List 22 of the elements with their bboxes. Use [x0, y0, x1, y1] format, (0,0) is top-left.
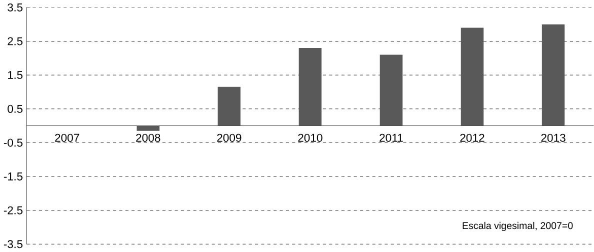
y-tick-label: 2.5 [8, 37, 22, 46]
x-tick-label: 2010 [298, 134, 322, 142]
x-tick-label: 2012 [460, 134, 484, 142]
bar [460, 28, 484, 126]
x-tick-label: 2011 [380, 134, 403, 142]
y-tick-label: 0.5 [8, 105, 22, 114]
y-tick-label: -3.5 [4, 240, 22, 248]
y-tick-label: 3.5 [8, 4, 22, 12]
x-tick-label: 2008 [136, 134, 160, 142]
x-tick-label: 2013 [541, 134, 566, 142]
bar [380, 54, 403, 126]
x-tick-label: 2007 [55, 134, 80, 142]
y-tick-label: -2.5 [4, 206, 22, 215]
bar [298, 48, 322, 126]
bar [218, 87, 241, 126]
y-tick-label: -0.5 [4, 138, 22, 147]
y-tick-label: -1.5 [4, 172, 22, 181]
bar [542, 24, 565, 126]
annotation: Escala vigesimal, 2007=0 [462, 222, 573, 232]
y-tick-label: 1.5 [8, 71, 22, 80]
x-tick-label: 2009 [217, 134, 242, 142]
bar [136, 126, 160, 132]
